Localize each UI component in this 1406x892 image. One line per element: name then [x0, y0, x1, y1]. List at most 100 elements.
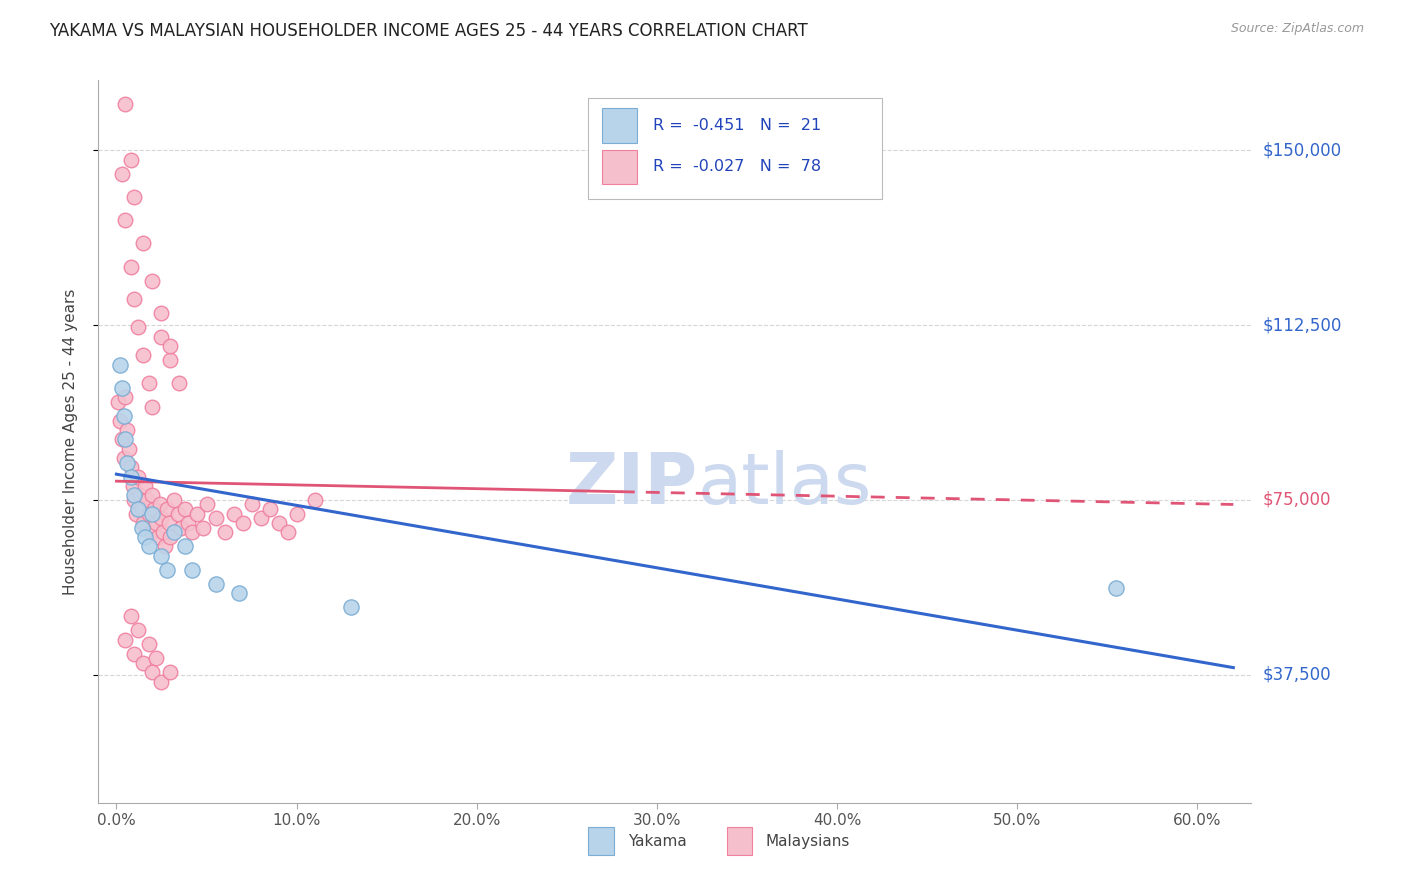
Point [174, 502, 197, 516]
Text: Yakama: Yakama [627, 834, 686, 848]
Point [127, 624, 149, 638]
Point [131, 521, 153, 535]
Text: Malaysians: Malaysians [766, 834, 851, 848]
Point [134, 530, 156, 544]
Point [159, 530, 181, 544]
Point [127, 320, 149, 334]
Point [134, 479, 156, 493]
Point [150, 549, 173, 563]
Point [228, 586, 250, 600]
Point [112, 450, 135, 465]
Point [159, 353, 181, 368]
Point [141, 274, 163, 288]
Point [170, 521, 193, 535]
Point [107, 395, 129, 409]
FancyBboxPatch shape [727, 828, 752, 855]
Point [191, 521, 214, 535]
Point [114, 432, 136, 446]
Point [149, 498, 172, 512]
Point [156, 502, 179, 516]
Point [285, 507, 308, 521]
Point [138, 507, 160, 521]
Point [146, 530, 169, 544]
Point [108, 358, 131, 372]
Point [259, 502, 281, 516]
Point [159, 339, 181, 353]
FancyBboxPatch shape [602, 109, 637, 143]
Point [132, 236, 155, 251]
Point [127, 469, 149, 483]
Point [117, 456, 139, 470]
Text: R =  -0.451   N =  21: R = -0.451 N = 21 [652, 119, 821, 133]
Point [143, 502, 166, 516]
Point [141, 488, 163, 502]
Point [141, 507, 163, 521]
Point [111, 432, 134, 446]
Point [267, 516, 290, 530]
Point [117, 423, 139, 437]
Point [114, 632, 136, 647]
Point [124, 488, 146, 502]
Point [204, 576, 226, 591]
Point [204, 511, 226, 525]
FancyBboxPatch shape [602, 150, 637, 185]
Point [156, 563, 179, 577]
Point [131, 502, 153, 516]
Point [114, 96, 136, 111]
Point [169, 376, 191, 391]
Point [157, 516, 180, 530]
Point [124, 492, 146, 507]
Point [150, 674, 173, 689]
Point [124, 647, 146, 661]
Point [195, 498, 218, 512]
FancyBboxPatch shape [589, 828, 614, 855]
Point [139, 525, 162, 540]
Point [231, 516, 254, 530]
Point [112, 409, 135, 423]
Text: YAKAMA VS MALAYSIAN HOUSEHOLDER INCOME AGES 25 - 44 YEARS CORRELATION CHART: YAKAMA VS MALAYSIAN HOUSEHOLDER INCOME A… [49, 22, 808, 40]
Point [177, 516, 200, 530]
Point [181, 563, 204, 577]
Point [132, 516, 155, 530]
Point [186, 507, 208, 521]
Point [181, 525, 204, 540]
Point [222, 507, 245, 521]
Point [120, 609, 142, 624]
Point [132, 348, 155, 362]
Point [145, 516, 167, 530]
Point [114, 213, 136, 227]
Text: $112,500: $112,500 [1263, 316, 1341, 334]
Point [152, 525, 174, 540]
Point [159, 665, 181, 680]
Text: R =  -0.027   N =  78: R = -0.027 N = 78 [652, 160, 821, 175]
Point [132, 656, 155, 670]
Y-axis label: Householder Income Ages 25 - 44 years: Householder Income Ages 25 - 44 years [63, 288, 77, 595]
Text: $75,000: $75,000 [1263, 491, 1331, 508]
Point [120, 460, 142, 475]
Point [153, 540, 176, 554]
Point [136, 492, 159, 507]
Point [1105, 582, 1128, 596]
Point [138, 540, 160, 554]
Point [150, 511, 173, 525]
Point [114, 390, 136, 404]
Point [163, 525, 186, 540]
Text: $37,500: $37,500 [1263, 665, 1331, 683]
Point [111, 167, 134, 181]
Point [304, 492, 326, 507]
Point [150, 329, 173, 343]
Point [120, 153, 142, 167]
Point [277, 525, 299, 540]
Point [163, 492, 186, 507]
Point [214, 525, 236, 540]
FancyBboxPatch shape [589, 98, 883, 200]
Point [120, 260, 142, 274]
Point [141, 400, 163, 414]
Point [111, 381, 134, 395]
Point [121, 479, 143, 493]
Point [138, 376, 160, 391]
Point [249, 511, 271, 525]
Point [141, 665, 163, 680]
Point [127, 502, 149, 516]
Point [124, 190, 146, 204]
